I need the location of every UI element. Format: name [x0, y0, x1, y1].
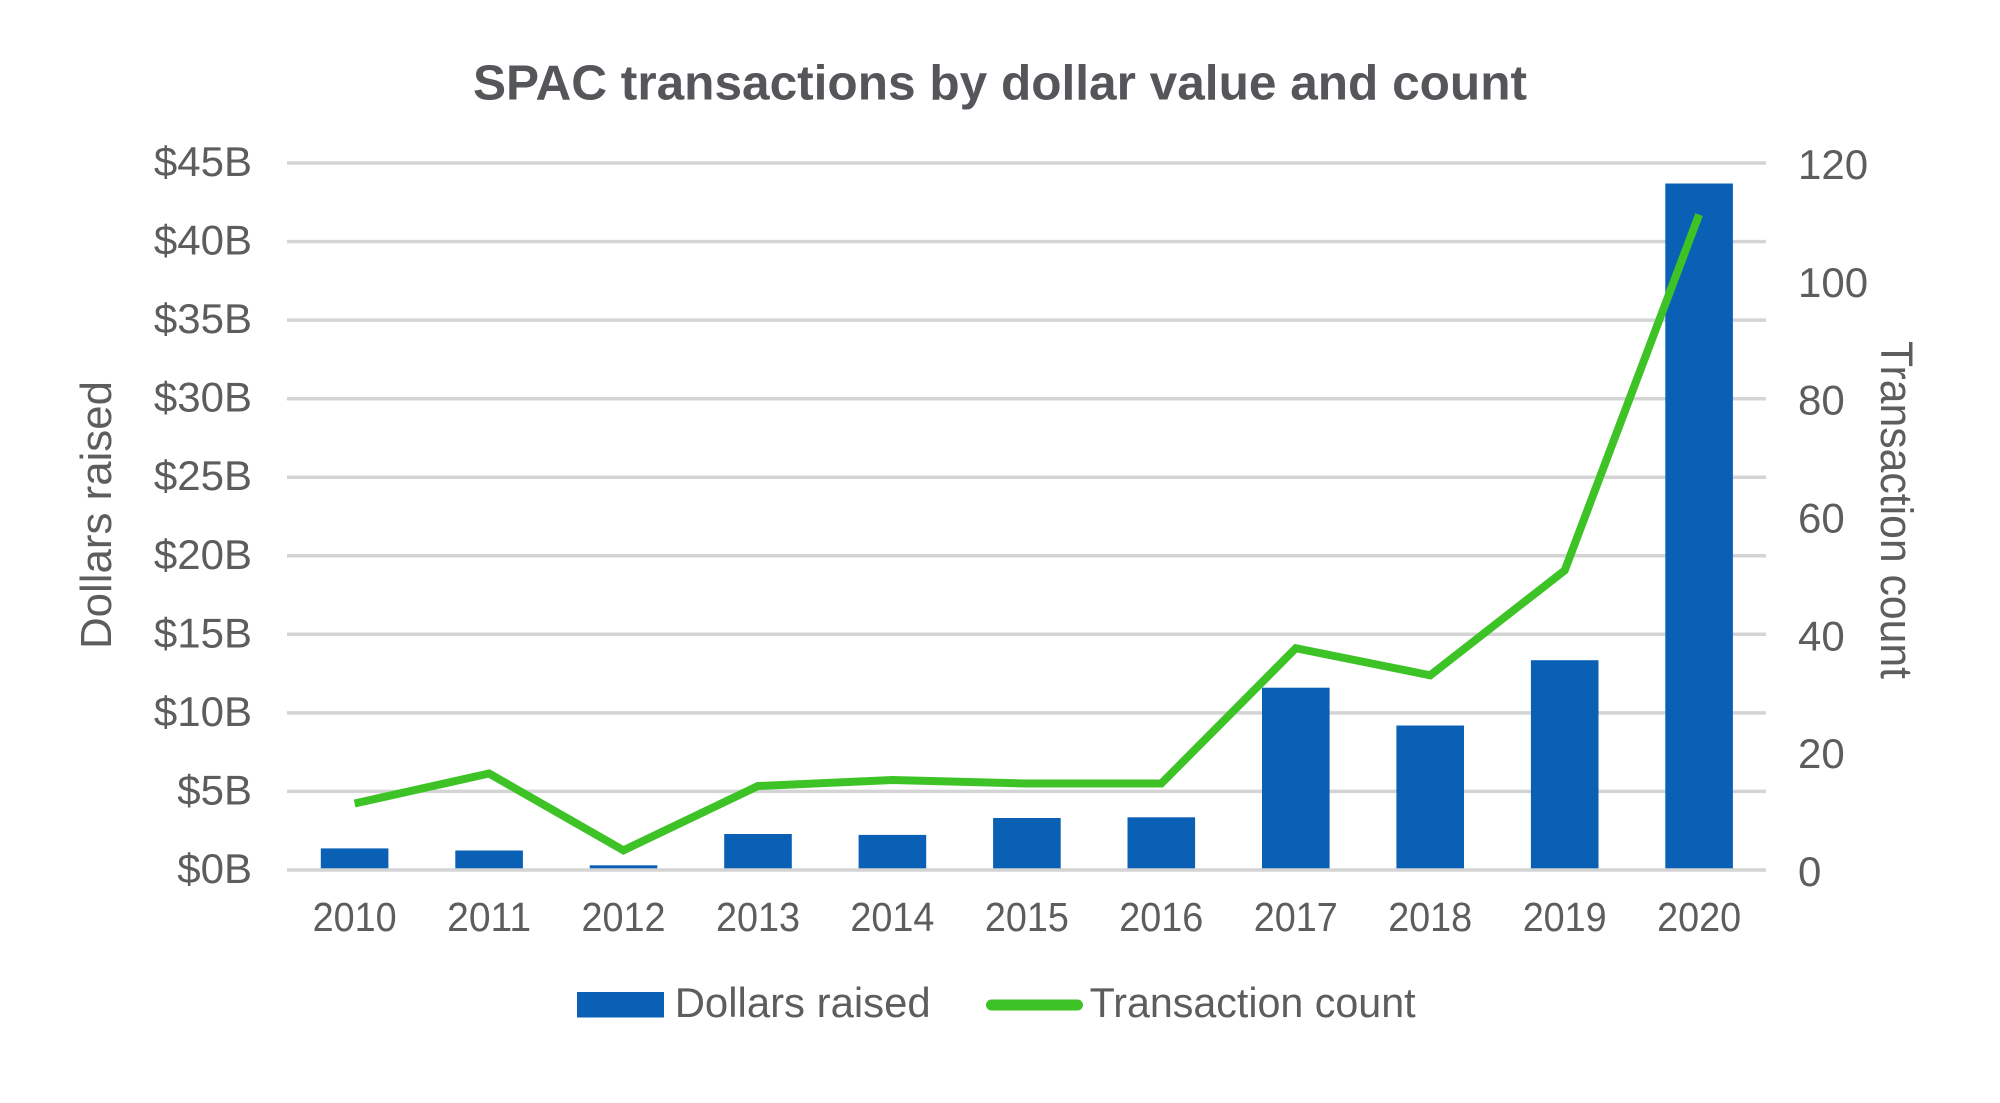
svg-text:2013: 2013 — [716, 894, 800, 940]
svg-text:20: 20 — [1798, 730, 1845, 777]
svg-text:60: 60 — [1798, 495, 1845, 542]
svg-text:2014: 2014 — [850, 894, 934, 940]
svg-text:80: 80 — [1798, 377, 1845, 424]
svg-text:Dollars raised: Dollars raised — [675, 979, 931, 1026]
svg-text:$40B: $40B — [154, 217, 252, 264]
svg-text:$10B: $10B — [154, 688, 252, 735]
svg-text:2018: 2018 — [1388, 894, 1472, 940]
svg-text:Dollars raised: Dollars raised — [73, 381, 121, 649]
svg-text:2011: 2011 — [447, 894, 531, 940]
svg-text:2019: 2019 — [1523, 894, 1607, 940]
svg-text:$0B: $0B — [177, 845, 252, 892]
svg-text:2020: 2020 — [1657, 894, 1741, 940]
svg-text:$5B: $5B — [177, 766, 252, 813]
svg-text:$30B: $30B — [154, 374, 252, 421]
svg-text:SPAC transactions by dollar va: SPAC transactions by dollar value and co… — [473, 57, 1527, 111]
svg-text:2017: 2017 — [1254, 894, 1338, 940]
svg-text:120: 120 — [1798, 141, 1868, 188]
svg-text:$25B: $25B — [154, 452, 252, 499]
svg-text:2012: 2012 — [582, 894, 666, 940]
svg-text:0: 0 — [1798, 848, 1821, 895]
svg-text:$35B: $35B — [154, 295, 252, 342]
svg-text:2010: 2010 — [313, 894, 397, 940]
svg-text:2015: 2015 — [985, 894, 1069, 940]
svg-text:$15B: $15B — [154, 609, 252, 656]
svg-text:Transaction count: Transaction count — [1090, 979, 1416, 1026]
svg-text:Transaction count: Transaction count — [1871, 341, 1922, 679]
svg-text:$20B: $20B — [154, 531, 252, 578]
svg-text:40: 40 — [1798, 612, 1845, 659]
svg-text:2016: 2016 — [1119, 894, 1203, 940]
svg-text:100: 100 — [1798, 259, 1868, 306]
svg-text:$45B: $45B — [154, 138, 252, 185]
